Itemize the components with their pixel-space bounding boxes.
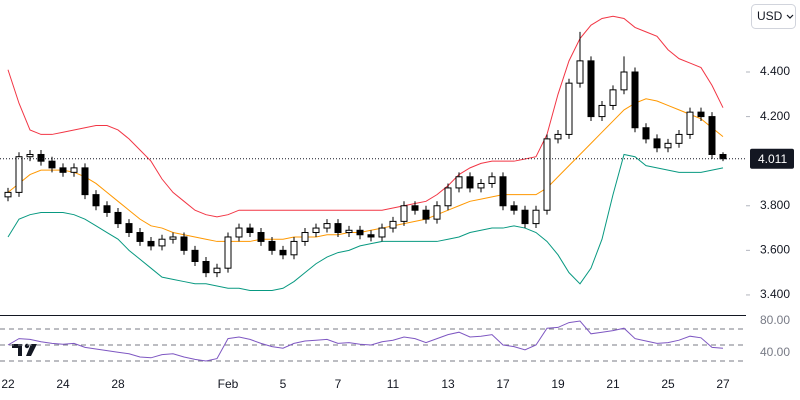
candle-body bbox=[455, 176, 463, 189]
last-price-box bbox=[750, 148, 794, 169]
candle-body bbox=[323, 223, 331, 229]
y-tick-label: 3.400 bbox=[760, 287, 790, 301]
candle-body bbox=[169, 236, 177, 240]
candle-body bbox=[543, 138, 551, 211]
candle-body bbox=[653, 138, 661, 149]
x-tick-label: 5 bbox=[280, 377, 287, 391]
candle-body bbox=[4, 191, 12, 198]
candle-body bbox=[48, 160, 56, 169]
currency-label[interactable]: USD bbox=[757, 9, 783, 23]
candle-body bbox=[235, 227, 243, 238]
candle-body bbox=[26, 153, 34, 158]
candle-body bbox=[191, 249, 199, 262]
x-tick-label: 27 bbox=[716, 377, 730, 391]
candle-body bbox=[301, 232, 309, 242]
y-tick-label: 40.00 bbox=[760, 345, 790, 359]
candle-body bbox=[70, 167, 78, 173]
candle-body bbox=[444, 187, 452, 207]
candle-body bbox=[15, 156, 23, 193]
candle-body bbox=[400, 205, 408, 222]
x-tick-label: 21 bbox=[606, 377, 620, 391]
rsi-line bbox=[7, 320, 724, 362]
candle-body bbox=[114, 211, 122, 225]
candle-body bbox=[411, 205, 419, 211]
candle-body bbox=[433, 205, 441, 220]
candle-body bbox=[257, 232, 265, 242]
x-tick-label: 28 bbox=[111, 377, 125, 391]
candle-body bbox=[609, 89, 617, 106]
candle-body bbox=[279, 249, 287, 256]
candle-body bbox=[620, 71, 628, 91]
candle-body bbox=[389, 220, 397, 229]
currency-button-frame[interactable] bbox=[751, 4, 796, 29]
candle-body bbox=[147, 240, 155, 247]
candle-body bbox=[631, 71, 639, 129]
candle-body bbox=[213, 267, 221, 274]
candle-body bbox=[664, 142, 672, 149]
y-tick-label: 80.00 bbox=[760, 313, 790, 327]
candle-body bbox=[565, 82, 573, 135]
candle-body bbox=[202, 260, 210, 274]
x-tick-label: 24 bbox=[56, 377, 70, 391]
candle-body bbox=[499, 176, 507, 207]
y-tick-label: 3.600 bbox=[760, 243, 790, 257]
candle-body bbox=[103, 205, 111, 213]
candle-body bbox=[686, 111, 694, 135]
candle-body bbox=[37, 153, 45, 162]
y-tick-label: 3.800 bbox=[760, 198, 790, 212]
x-tick-label: 13 bbox=[441, 377, 455, 391]
candle-body bbox=[697, 111, 705, 118]
candle-body bbox=[312, 227, 320, 234]
candle-body bbox=[367, 234, 375, 238]
band-line bbox=[7, 15, 724, 218]
candle-body bbox=[246, 227, 254, 234]
candle-body bbox=[125, 223, 133, 234]
candle-body bbox=[334, 223, 342, 234]
x-tick-label: 25 bbox=[661, 377, 675, 391]
candle-body bbox=[708, 116, 716, 155]
candle-body bbox=[136, 232, 144, 242]
candle-body bbox=[158, 238, 166, 247]
candle-body bbox=[224, 236, 232, 269]
candle-body bbox=[268, 240, 276, 251]
candle-body bbox=[675, 133, 683, 144]
band-line bbox=[7, 98, 724, 242]
x-tick-label: 11 bbox=[387, 377, 400, 391]
currency-button[interactable]: USD bbox=[751, 4, 796, 29]
candle-body bbox=[422, 209, 430, 220]
candle-body bbox=[59, 167, 67, 173]
candle-body bbox=[642, 127, 650, 140]
candle-body bbox=[466, 176, 474, 189]
y-tick-label: 4.400 bbox=[760, 64, 790, 78]
candle-body bbox=[180, 236, 188, 251]
candle-body bbox=[576, 60, 584, 84]
logo bbox=[12, 343, 37, 356]
candle-body bbox=[598, 104, 606, 118]
x-tick-label: 22 bbox=[1, 377, 15, 391]
candle-body bbox=[356, 229, 364, 236]
candle-body bbox=[92, 194, 100, 207]
x-tick-label: 19 bbox=[551, 377, 565, 391]
candle-body bbox=[290, 240, 298, 256]
candle-body bbox=[719, 153, 727, 160]
candle-body bbox=[488, 176, 496, 184]
candle-body bbox=[378, 227, 386, 238]
last-price-label: 4.011 bbox=[758, 152, 787, 166]
candle-body bbox=[587, 60, 595, 118]
x-tick-label: 17 bbox=[496, 377, 510, 391]
x-tick-label: 7 bbox=[335, 377, 342, 391]
candle-body bbox=[521, 209, 529, 225]
band-line bbox=[7, 153, 724, 291]
candle-body bbox=[510, 205, 518, 211]
candle-body bbox=[554, 133, 562, 140]
candle-body bbox=[345, 229, 353, 234]
candle-body bbox=[532, 209, 540, 225]
candle-body bbox=[81, 167, 89, 196]
y-tick-label: 4.200 bbox=[760, 109, 790, 123]
candle-body bbox=[477, 182, 485, 189]
x-tick-label: Feb bbox=[218, 377, 239, 391]
dropdown-arrow[interactable] bbox=[786, 14, 794, 19]
